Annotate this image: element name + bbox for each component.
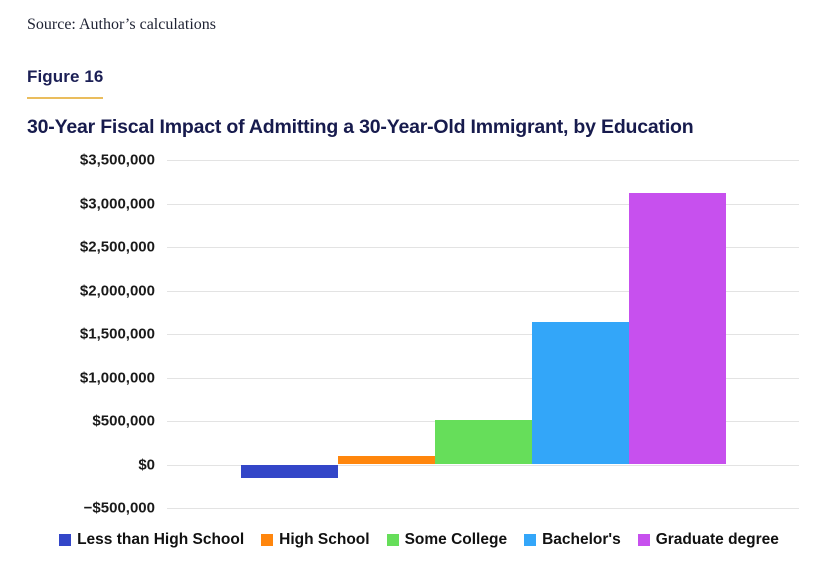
legend-swatch-icon bbox=[261, 534, 274, 546]
figure-number-label: Figure 16 bbox=[27, 67, 104, 86]
gridline-0 bbox=[167, 160, 799, 161]
y-tick-label: $2,000,000 bbox=[79, 282, 155, 299]
gridline-3 bbox=[167, 290, 799, 292]
legend-label: Bachelor's bbox=[542, 531, 621, 548]
bar-graduate-degree bbox=[628, 193, 726, 465]
plot-area bbox=[167, 153, 799, 515]
legend-item-some-college: Some College bbox=[386, 531, 508, 549]
gridline-8 bbox=[167, 508, 799, 509]
gridline-5 bbox=[167, 377, 799, 379]
gridline-4 bbox=[167, 334, 799, 335]
legend-item-high-school: High School bbox=[261, 531, 370, 549]
bar-some-college bbox=[434, 420, 532, 465]
y-tick-label: $3,500,000 bbox=[79, 151, 155, 169]
y-tick-label: −$500,000 bbox=[83, 499, 155, 517]
legend-label: Less than High School bbox=[77, 531, 245, 548]
chart-legend: Less than High School High School Some Col… bbox=[27, 531, 811, 549]
y-tick-label: $1,000,000 bbox=[79, 369, 155, 386]
legend-swatch-icon bbox=[386, 534, 399, 546]
legend-swatch-icon bbox=[59, 534, 72, 546]
legend-item-bachelor-s: Bachelor's bbox=[524, 531, 621, 549]
y-axis-labels: $3,500,000 $3,000,000 $2,500,000 $2,000,000… bbox=[27, 151, 167, 517]
source-attribution: Source: Author’s calculations bbox=[27, 16, 216, 33]
legend-label: High School bbox=[279, 531, 370, 548]
legend-item-less-than-high-school: Less than High School bbox=[59, 531, 244, 549]
legend-item-graduate-degree: Graduate degree bbox=[637, 531, 779, 549]
bar-chart: $3,500,000 $3,000,000 $2,500,000 $2,000,000… bbox=[27, 151, 811, 549]
y-tick-label: $500,000 bbox=[92, 412, 155, 430]
figure-page: Source: Author’s calculations Figure 16 … bbox=[27, 16, 811, 549]
bar-less-than-high-school bbox=[240, 464, 338, 478]
gridline-1 bbox=[167, 203, 799, 205]
gridline-7 bbox=[167, 464, 799, 466]
y-tick-label: $2,500,000 bbox=[79, 238, 155, 256]
y-tick-label: $1,500,000 bbox=[79, 325, 155, 343]
gridline-2 bbox=[167, 247, 799, 248]
y-tick-label: $3,000,000 bbox=[79, 195, 155, 212]
bar-bachelor-s bbox=[531, 321, 629, 465]
legend-label: Graduate degree bbox=[655, 531, 779, 548]
chart-title: 30-Year Fiscal Impact of Admitting a 30-… bbox=[27, 116, 694, 138]
y-tick-label: $0 bbox=[138, 456, 155, 473]
legend-label: Some College bbox=[404, 531, 508, 548]
legend-swatch-icon bbox=[524, 534, 537, 546]
figure-gold-rule bbox=[27, 97, 103, 99]
legend-swatch-icon bbox=[637, 534, 650, 546]
bar-high-school bbox=[337, 455, 435, 465]
